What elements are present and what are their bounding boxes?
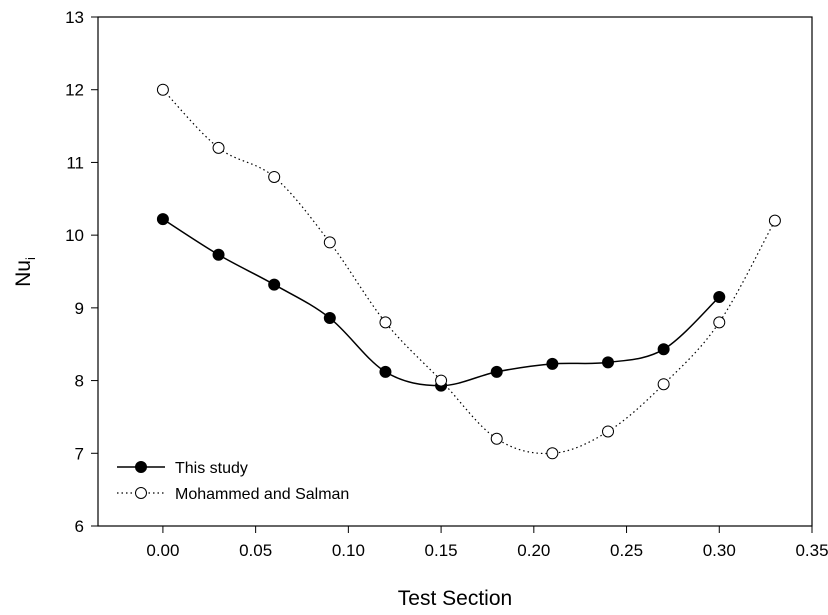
y-tick-label: 9	[75, 299, 84, 318]
y-tick-label: 13	[65, 8, 84, 27]
data-point-this-study	[490, 365, 503, 378]
y-axis-title-subscript: i	[23, 257, 38, 260]
legend-label-mohammed-and-salman: Mohammed and Salman	[175, 486, 349, 503]
x-tick-label: 0.30	[703, 541, 736, 560]
y-tick-label: 6	[75, 517, 84, 536]
y-axis-title-group: Nui	[12, 257, 38, 287]
y-tick-label: 7	[75, 444, 84, 463]
y-tick-label: 11	[66, 153, 84, 172]
svg-text:Nui: Nui	[12, 257, 38, 287]
x-tick-label: 0.35	[795, 541, 828, 560]
y-axis-title: Nu	[12, 260, 35, 287]
data-point-mohammed-and-salman	[713, 316, 726, 329]
data-point-mohammed-and-salman	[546, 447, 559, 460]
legend-label-this-study: This study	[175, 460, 248, 477]
y-axis-ticks: 6 7 8 9 10 11 12 13	[65, 8, 98, 536]
y-tick-label: 10	[65, 226, 84, 245]
data-point-this-study	[156, 213, 169, 226]
x-tick-label: 0.00	[146, 541, 179, 560]
data-point-this-study	[323, 312, 336, 325]
data-point-this-study	[212, 248, 225, 261]
data-point-mohammed-and-salman	[657, 378, 670, 391]
x-tick-label: 0.25	[610, 541, 643, 560]
data-point-mohammed-and-salman	[768, 214, 781, 227]
series-line-mohammed-and-salman	[162, 89, 776, 455]
plot-frame	[97, 16, 813, 527]
legend: This study Mohammed and Salman	[117, 460, 349, 503]
series-line-this-study	[162, 218, 720, 387]
data-point-mohammed-and-salman	[323, 236, 336, 249]
data-point-this-study	[268, 278, 281, 291]
x-tick-label: 0.15	[425, 541, 458, 560]
legend-marker-this-study	[135, 461, 147, 473]
data-point-this-study	[546, 357, 559, 370]
data-point-mohammed-and-salman	[156, 83, 169, 96]
legend-item-mohammed-and-salman: Mohammed and Salman	[117, 486, 349, 503]
data-point-this-study	[602, 356, 614, 369]
data-point-mohammed-and-salman	[212, 141, 225, 154]
data-point-mohammed-and-salman	[435, 374, 448, 387]
data-point-mohammed-and-salman	[268, 170, 281, 183]
data-point-mohammed-and-salman	[379, 316, 392, 329]
legend-marker-mohammed-and-salman	[135, 487, 147, 499]
x-axis-ticks: 0.00 0.05 0.10 0.15 0.20 0.25 0.30 0.35	[146, 526, 828, 560]
x-tick-label: 0.20	[517, 541, 550, 560]
data-point-mohammed-and-salman	[490, 432, 503, 445]
data-point-this-study	[379, 365, 392, 378]
x-tick-label: 0.05	[239, 541, 272, 560]
x-axis-title: Test Section	[398, 587, 512, 610]
data-point-mohammed-and-salman	[602, 425, 614, 438]
x-tick-label: 0.10	[332, 541, 365, 560]
series-layer	[156, 83, 781, 460]
legend-item-this-study: This study	[117, 460, 248, 477]
y-tick-label: 12	[65, 81, 84, 100]
data-point-this-study	[657, 343, 670, 356]
y-tick-label: 8	[75, 372, 84, 391]
data-point-this-study	[713, 290, 726, 303]
